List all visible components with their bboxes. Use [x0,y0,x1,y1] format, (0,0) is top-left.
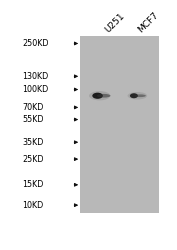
Text: MCF7: MCF7 [137,11,161,35]
Text: 130KD: 130KD [22,72,48,81]
Text: 25KD: 25KD [22,155,44,164]
Ellipse shape [128,92,147,100]
Text: 100KD: 100KD [22,85,48,94]
Ellipse shape [134,94,146,97]
Ellipse shape [89,91,110,100]
Text: 15KD: 15KD [22,180,44,189]
Ellipse shape [130,93,138,98]
Text: 35KD: 35KD [22,138,44,147]
Text: 10KD: 10KD [22,201,43,210]
Ellipse shape [97,94,110,98]
Text: 70KD: 70KD [22,103,44,112]
Text: U251: U251 [104,12,127,35]
Text: 250KD: 250KD [22,39,49,48]
Ellipse shape [92,93,103,99]
Text: 55KD: 55KD [22,115,44,124]
Bar [80,36,159,213]
